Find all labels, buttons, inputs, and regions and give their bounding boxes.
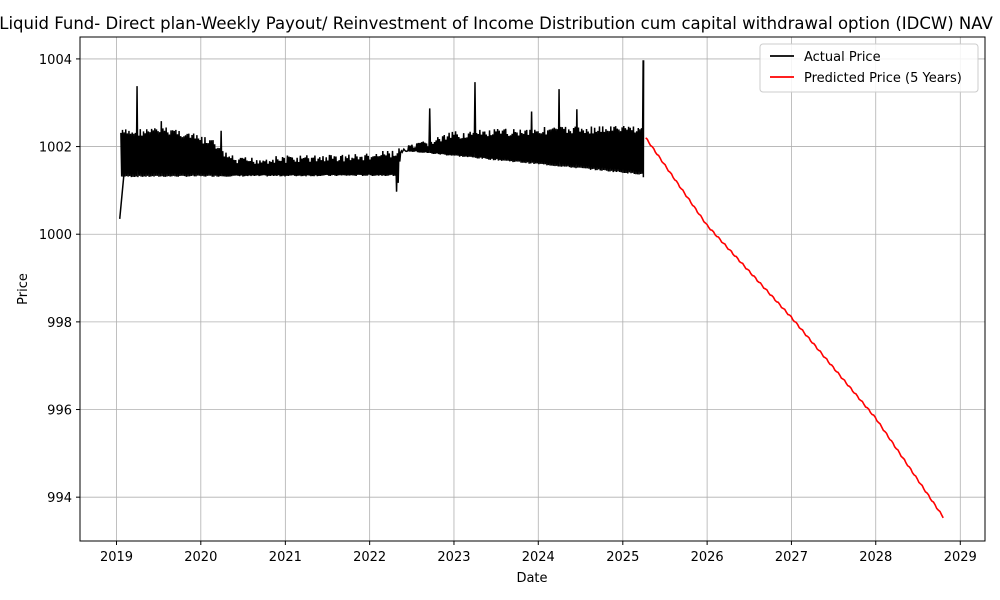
y-tick-label: 998 — [47, 316, 72, 331]
x-axis-label: Date — [516, 571, 547, 586]
y-tick-label: 1000 — [39, 228, 72, 243]
legend-box — [759, 43, 979, 93]
axis-ticks: 2019 2020 2021 2022 2023 2024 2025 2026 2027 2028… — [39, 53, 977, 565]
x-tick-label: 2022 — [353, 550, 386, 565]
x-tick-label: 2029 — [944, 550, 977, 565]
plot-area — [80, 37, 985, 541]
legend-label-actual: Actual Price — [804, 50, 881, 65]
y-tick-label: 994 — [47, 491, 72, 506]
legend-label-predicted: Predicted Price (5 Years) — [804, 71, 962, 86]
x-tick-label: 2027 — [775, 550, 808, 565]
data-lines — [118, 60, 944, 519]
x-tick-label: 2019 — [100, 550, 133, 565]
series-predicted-price-line — [645, 137, 944, 519]
x-tick-label: 2023 — [437, 550, 470, 565]
legend: Actual Price Predicted Price (5 Years) — [759, 43, 979, 93]
x-tick-label: 2028 — [859, 550, 892, 565]
series-actual-price-line — [118, 60, 645, 219]
plot-frame — [79, 36, 986, 542]
chart-title: Liquid Fund- Direct plan-Weekly Payout/ … — [0, 14, 993, 33]
x-tick-label: 2024 — [522, 550, 555, 565]
y-tick-label: 996 — [47, 404, 72, 419]
y-tick-label: 1002 — [39, 141, 72, 156]
y-tick-label: 1004 — [39, 53, 72, 68]
y-axis-label: Price — [16, 273, 31, 305]
x-tick-label: 2020 — [184, 550, 217, 565]
x-tick-label: 2026 — [691, 550, 724, 565]
x-tick-label: 2025 — [606, 550, 639, 565]
grid — [80, 37, 985, 541]
x-tick-label: 2021 — [269, 550, 302, 565]
